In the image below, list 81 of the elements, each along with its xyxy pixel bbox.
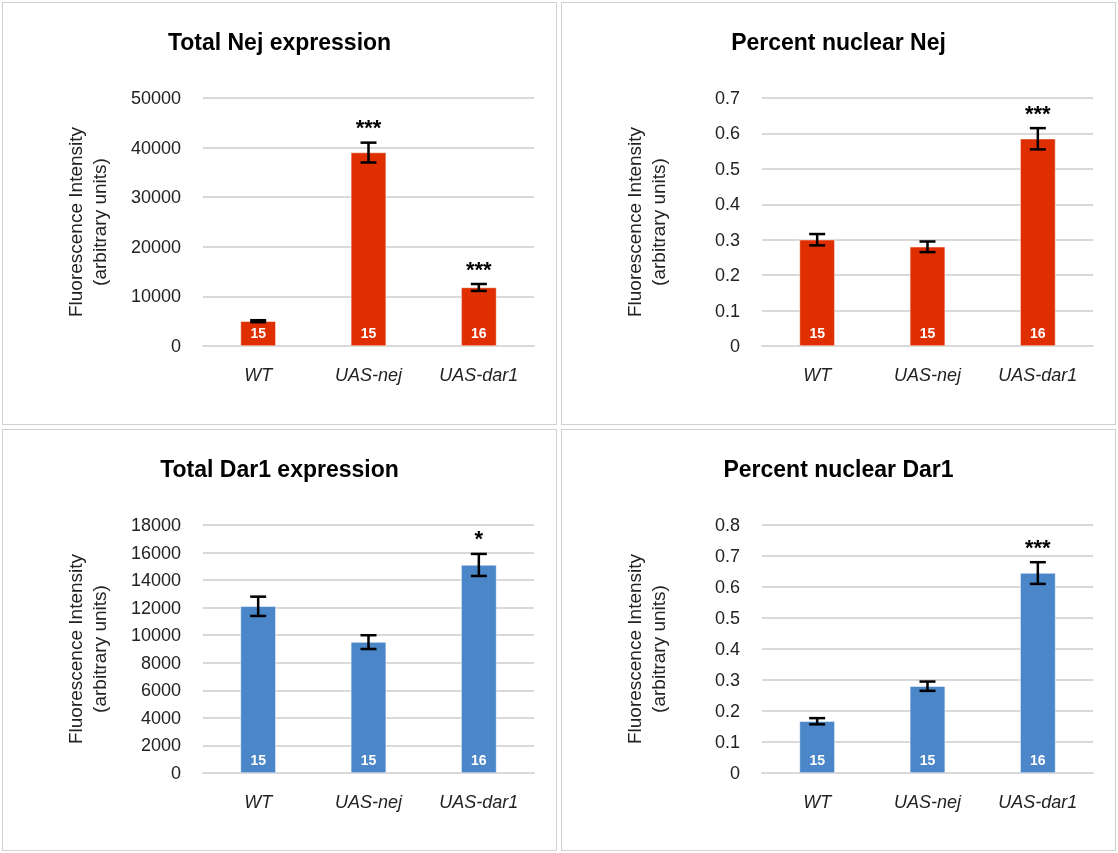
y-tick-label: 0.5: [714, 158, 740, 179]
annotation: *: [474, 525, 484, 551]
y-tick-label: 40000: [130, 137, 181, 158]
x-tick-label: UAS-nej: [893, 791, 963, 812]
annotation: 16: [1030, 325, 1046, 341]
y-tick-label: 0.5: [714, 607, 740, 628]
annotation: 15: [919, 751, 936, 768]
y-tick-label: 0.6: [714, 576, 740, 597]
y-tick-label: 30000: [130, 187, 181, 208]
x-tick-label: WT: [803, 365, 834, 385]
y-tick-label: 0: [170, 762, 181, 783]
y-tick-label: 2000: [140, 734, 181, 755]
bar: [909, 685, 946, 773]
y-tick-label: 0.4: [714, 194, 740, 215]
y-tick-label: 12000: [130, 597, 181, 618]
x-tick-label: WT: [803, 791, 834, 812]
x-tick-label: WT: [244, 365, 275, 385]
bar: [799, 720, 835, 773]
bar: [1020, 138, 1056, 346]
annotation: ***: [1024, 534, 1052, 560]
x-tick-label: UAS-nej: [893, 365, 963, 385]
y-axis-title: Fluorescence Intensity (arbitrary units): [64, 126, 110, 318]
y-tick-label: 0.6: [714, 123, 740, 144]
x-tick-label: UAS-dar1: [998, 365, 1078, 385]
x-tick-label: UAS-dar1: [439, 791, 519, 812]
annotation: ***: [355, 115, 382, 141]
y-tick-label: 0.8: [714, 514, 740, 535]
y-axis-title: Fluorescence Intensity (arbitrary units): [623, 552, 669, 744]
annotation: 16: [471, 751, 487, 768]
y-tick-label: 0.4: [714, 638, 740, 659]
y-tick-label: 18000: [130, 514, 181, 535]
y-axis-title: Fluorescence Intensity (arbitrary units): [64, 552, 110, 744]
y-axis-title: Fluorescence Intensity (arbitrary units): [623, 126, 669, 318]
y-tick-label: 0.2: [714, 700, 740, 721]
annotation: 15: [250, 751, 267, 768]
y-tick-label: 8000: [140, 652, 181, 673]
y-tick-label: 10000: [130, 286, 181, 307]
y-tick-label: 0.7: [714, 88, 740, 108]
y-tick-label: 0: [170, 336, 181, 356]
y-tick-label: 50000: [130, 88, 181, 108]
annotation: 16: [471, 325, 487, 341]
chart-title: Total Nej expression: [167, 28, 392, 55]
y-tick-label: 0: [729, 336, 740, 356]
x-tick-label: UAS-nej: [334, 365, 404, 385]
x-tick-label: UAS-nej: [334, 791, 404, 812]
y-tick-label: 0.1: [714, 300, 740, 321]
annotation: 15: [809, 751, 826, 768]
bar: [240, 605, 276, 773]
bar: [350, 641, 387, 773]
annotation: 15: [360, 751, 377, 768]
bar: [1020, 572, 1056, 773]
annotation: 16: [1030, 751, 1046, 768]
chart-title: Total Dar1 expression: [160, 455, 399, 481]
y-tick-label: 20000: [130, 236, 181, 257]
annotation: 15: [250, 325, 267, 341]
annotation: ***: [1024, 100, 1052, 126]
bar: [799, 239, 835, 346]
annotation: 15: [809, 325, 826, 341]
y-tick-label: 0.7: [714, 545, 740, 566]
y-tick-label: 0.3: [714, 669, 740, 690]
bar: [909, 246, 946, 346]
y-tick-label: 0.2: [714, 265, 740, 286]
y-tick-label: 0.3: [714, 229, 740, 250]
bar: [461, 287, 497, 346]
chart-title: Percent nuclear Nej: [731, 28, 946, 55]
y-tick-label: 14000: [130, 569, 181, 590]
annotation: 15: [360, 325, 377, 341]
x-tick-label: UAS-dar1: [998, 791, 1078, 812]
y-tick-label: 10000: [130, 624, 181, 645]
annotation: ***: [465, 256, 493, 282]
annotation: 15: [919, 325, 936, 341]
y-tick-label: 6000: [140, 679, 181, 700]
chart-title: Percent nuclear Dar1: [723, 455, 954, 481]
y-tick-label: 0: [729, 762, 740, 783]
y-tick-label: 4000: [140, 707, 181, 728]
x-tick-label: WT: [244, 791, 275, 812]
y-tick-label: 16000: [130, 542, 181, 563]
x-tick-label: UAS-dar1: [439, 365, 519, 385]
bar: [350, 152, 387, 346]
y-tick-label: 0.1: [714, 731, 740, 752]
bar: [461, 564, 497, 773]
